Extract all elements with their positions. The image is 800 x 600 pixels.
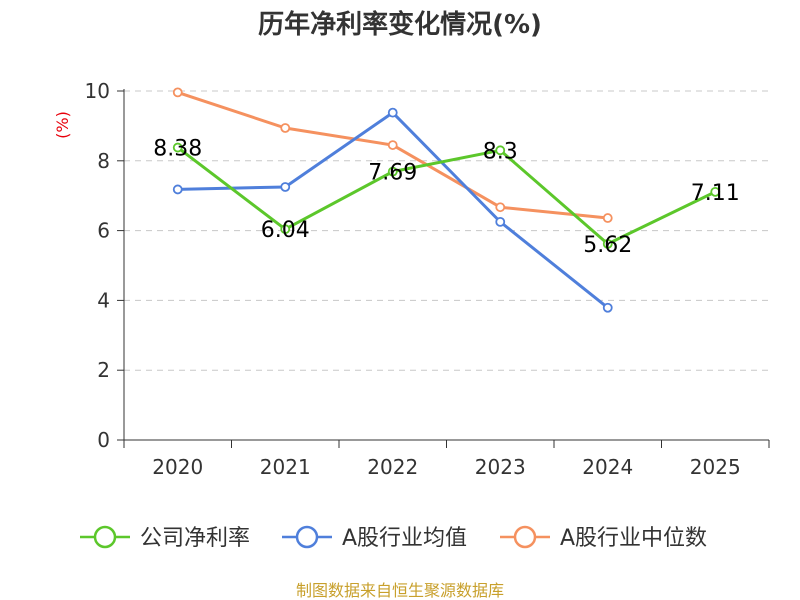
x-tick-label-2023: 2023 xyxy=(475,455,526,479)
legend-label-0: 公司净利率 xyxy=(140,526,250,551)
data-source-note: 制图数据来自恒生聚源数据库 xyxy=(296,581,504,600)
point-s1-2021 xyxy=(280,182,291,192)
grid-layer xyxy=(124,90,769,371)
point-s1-2024 xyxy=(602,302,613,313)
data-label-2024: 5.62 xyxy=(583,233,632,258)
data-label-2020: 8.38 xyxy=(153,137,202,162)
legend-label-1: A股行业均值 xyxy=(342,526,467,551)
point-s0-2021 xyxy=(280,224,291,235)
y-tick-label-10: 10 xyxy=(85,79,110,103)
legend-item-0[interactable]: 公司净利率 xyxy=(80,525,250,551)
point-s1-2020 xyxy=(172,184,183,195)
legend-item-1[interactable]: A股行业均值 xyxy=(282,525,467,551)
data-label-layer: 8.38 6.04 7.69 8.3 5.62 7.11 xyxy=(153,137,739,258)
point-s2-2024 xyxy=(602,213,613,223)
legend-marker-0 xyxy=(93,525,117,549)
point-s2-2021 xyxy=(280,123,291,133)
series-line-0 xyxy=(176,146,717,246)
point-s2-2022 xyxy=(387,140,398,150)
data-label-2022: 7.69 xyxy=(368,161,417,186)
y-tick-label-8: 8 xyxy=(97,149,110,173)
legend: 公司净利率 A股行业均值 A股行业中位数 xyxy=(80,525,707,551)
series-layer xyxy=(172,87,721,313)
point-s2-2020 xyxy=(172,87,183,98)
legend-item-2[interactable]: A股行业中位数 xyxy=(500,525,707,551)
y-tick-label-2: 2 xyxy=(97,358,110,382)
y-tick-label-6: 6 xyxy=(97,219,110,243)
chart-title: 历年净利率变化情况(%) xyxy=(258,9,542,40)
y-tick-label-0: 0 xyxy=(97,428,110,452)
y-tick-label-4: 4 xyxy=(97,288,110,312)
data-label-2021: 6.04 xyxy=(261,218,310,243)
x-tick-label-2022: 2022 xyxy=(367,455,418,479)
point-s0-2022 xyxy=(387,166,398,177)
point-s2-2023 xyxy=(495,202,506,213)
data-label-2023: 8.3 xyxy=(483,139,518,164)
point-s0-2024 xyxy=(602,238,613,249)
axis-layer: 0 2 4 6 8 10 2020 2021 2022 2023 2024 2025 xyxy=(85,79,770,479)
y-axis-unit-label: (%) xyxy=(53,111,72,139)
x-tick-label-2024: 2024 xyxy=(582,455,633,479)
x-tick-label-2025: 2025 xyxy=(690,455,741,479)
x-tick-label-2021: 2021 xyxy=(260,455,311,479)
point-s0-2020 xyxy=(172,142,183,153)
point-s1-2022 xyxy=(387,107,398,118)
x-tick-label-2020: 2020 xyxy=(152,455,203,479)
legend-marker-2 xyxy=(513,525,537,549)
legend-label-2: A股行业中位数 xyxy=(560,526,707,551)
legend-marker-1 xyxy=(295,525,319,549)
point-s0-2025 xyxy=(710,186,721,197)
point-s0-2023 xyxy=(495,145,506,156)
point-s1-2023 xyxy=(495,216,506,227)
data-label-2025: 7.11 xyxy=(691,181,740,206)
